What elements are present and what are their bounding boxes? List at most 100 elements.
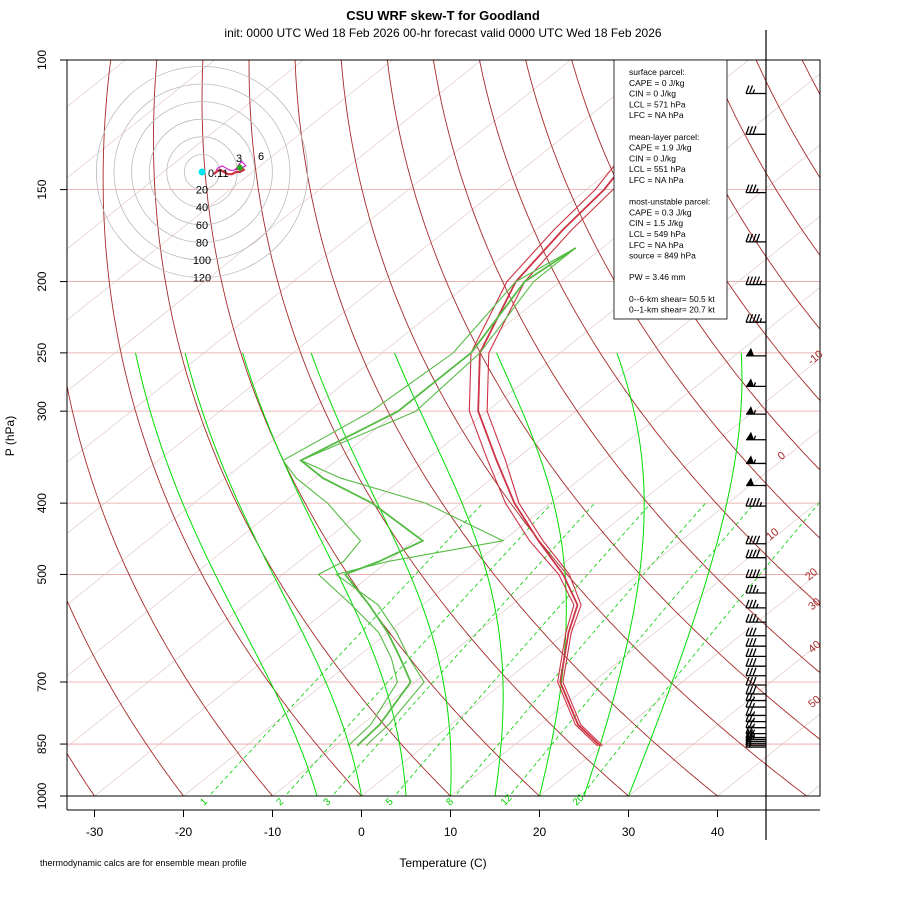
wind-barb-feather bbox=[745, 313, 750, 323]
wind-barb-feather bbox=[755, 276, 761, 285]
mixing-ratio-line bbox=[509, 502, 755, 796]
wind-barb-flag bbox=[746, 406, 754, 415]
wind-barb-feather bbox=[748, 126, 754, 135]
moist-adiabat bbox=[184, 352, 362, 796]
wind-barb-feather bbox=[752, 584, 757, 594]
wind-barb bbox=[745, 233, 766, 243]
hodograph-ring bbox=[113, 83, 291, 261]
mixing-ratio-line bbox=[284, 502, 553, 796]
wind-barb-half-feather bbox=[755, 188, 759, 193]
wind-barb-feather bbox=[755, 233, 761, 243]
isotherm-line bbox=[717, 713, 820, 796]
wind-barb-feather bbox=[745, 725, 750, 734]
isotherm-line bbox=[67, 60, 127, 108]
isotherm-line bbox=[67, 60, 661, 534]
y-tick-label: 400 bbox=[35, 493, 49, 513]
wind-barb bbox=[746, 347, 766, 357]
dry-adiabat bbox=[102, 60, 363, 796]
isotherm-line bbox=[361, 429, 820, 796]
wind-barb-feather bbox=[745, 707, 750, 716]
y-tick-label: 850 bbox=[35, 734, 49, 754]
wind-barb-half-feather bbox=[759, 317, 763, 323]
wind-barb-feather bbox=[748, 685, 754, 695]
wind-barb-feather bbox=[745, 613, 750, 623]
wind-barb-feather bbox=[752, 126, 757, 135]
wind-barb-feather bbox=[745, 627, 750, 636]
info-line: LCL = 549 hPa bbox=[629, 229, 686, 239]
wind-barb-half-feather bbox=[755, 603, 759, 609]
mixing-ratio-label: 3 bbox=[322, 796, 334, 808]
isotherm-label: 20 bbox=[803, 566, 820, 583]
wind-barb bbox=[745, 685, 766, 695]
moist-adiabat bbox=[496, 352, 567, 796]
mixing-ratio-line bbox=[580, 502, 820, 796]
wind-barb-half-feather bbox=[753, 409, 757, 415]
wind-barb bbox=[746, 406, 766, 415]
chart-title: CSU WRF skew-T for Goodland bbox=[346, 8, 540, 23]
wind-barb bbox=[745, 535, 766, 545]
info-line: CIN = 0 J/kg bbox=[629, 153, 676, 163]
x-tick-label: 10 bbox=[444, 825, 458, 839]
y-tick-label: 500 bbox=[35, 564, 49, 584]
wind-barb-half-feather bbox=[755, 588, 759, 594]
dry-adiabat bbox=[340, 60, 808, 796]
wind-barb-half-feather bbox=[755, 617, 759, 623]
wind-barb-feather bbox=[748, 313, 754, 323]
isotherm-line bbox=[67, 73, 820, 677]
wind-barb-feather bbox=[745, 233, 750, 243]
hodograph-ring-label: 100 bbox=[193, 255, 211, 267]
temperature-trace bbox=[486, 104, 720, 747]
moist-adiabat bbox=[242, 352, 407, 796]
info-line: most-unstable parcel: bbox=[629, 197, 710, 207]
info-line: PW = 3.46 mm bbox=[629, 272, 685, 282]
wind-barb-feather bbox=[748, 627, 754, 636]
wind-barb bbox=[745, 313, 766, 323]
moist-adiabat bbox=[310, 352, 452, 796]
info-line: mean-layer parcel: bbox=[629, 132, 699, 142]
hodograph-ring bbox=[148, 118, 256, 226]
wind-barb-half-feather bbox=[752, 723, 756, 728]
wind-barb-feather bbox=[752, 276, 757, 285]
temperature-trace bbox=[477, 104, 676, 747]
info-line: LFC = NA hPa bbox=[629, 240, 684, 250]
isotherm-line bbox=[67, 144, 820, 748]
wind-barb bbox=[745, 637, 766, 647]
hodograph: 20 40 60 80 100 120 0.11 3 6 bbox=[96, 66, 308, 285]
wind-barb-feather bbox=[748, 676, 754, 686]
chart-subtitle: init: 0000 UTC Wed 18 Feb 2026 00-hr for… bbox=[224, 26, 661, 40]
dewpoint-trace bbox=[299, 247, 577, 747]
hodograph-height-label: 0.11 bbox=[208, 168, 229, 180]
y-tick-label: 150 bbox=[35, 179, 49, 199]
wind-barb-half-feather bbox=[759, 501, 763, 507]
mixing-ratio-line bbox=[454, 502, 706, 796]
y-tick-label: 100 bbox=[35, 50, 49, 70]
y-tick-label: 700 bbox=[35, 672, 49, 692]
storm-motion-marker bbox=[198, 168, 206, 176]
dry-adiabat bbox=[479, 60, 820, 607]
wind-barb-feather bbox=[748, 569, 754, 578]
y-axis-label: P (hPa) bbox=[3, 416, 17, 456]
wind-barb-feather bbox=[752, 613, 757, 623]
x-tick-label: 40 bbox=[711, 825, 725, 839]
dry-adiabat bbox=[840, 44, 900, 812]
dry-adiabat bbox=[67, 383, 274, 796]
wind-barb bbox=[745, 667, 766, 677]
wind-barb bbox=[745, 569, 766, 579]
wind-barb-feather bbox=[752, 184, 757, 193]
wind-barb-half-feather bbox=[752, 89, 756, 94]
profile-layer bbox=[282, 104, 720, 747]
wind-barb bbox=[745, 599, 766, 609]
wind-barb bbox=[745, 126, 766, 135]
info-line: LCL = 571 hPa bbox=[629, 99, 686, 109]
wind-barb-feather bbox=[755, 549, 761, 558]
hodograph-ring-label: 120 bbox=[193, 273, 211, 285]
wind-barb-feather bbox=[745, 549, 750, 558]
wind-barb-feather bbox=[752, 497, 757, 507]
wind-barb-feather bbox=[748, 667, 754, 676]
wind-barb-half-feather bbox=[752, 696, 756, 701]
wind-barb-feather bbox=[745, 569, 750, 578]
hodograph-ring bbox=[96, 66, 308, 278]
hodograph-ring-label: 20 bbox=[196, 185, 208, 197]
wind-barb-flag bbox=[746, 347, 754, 356]
